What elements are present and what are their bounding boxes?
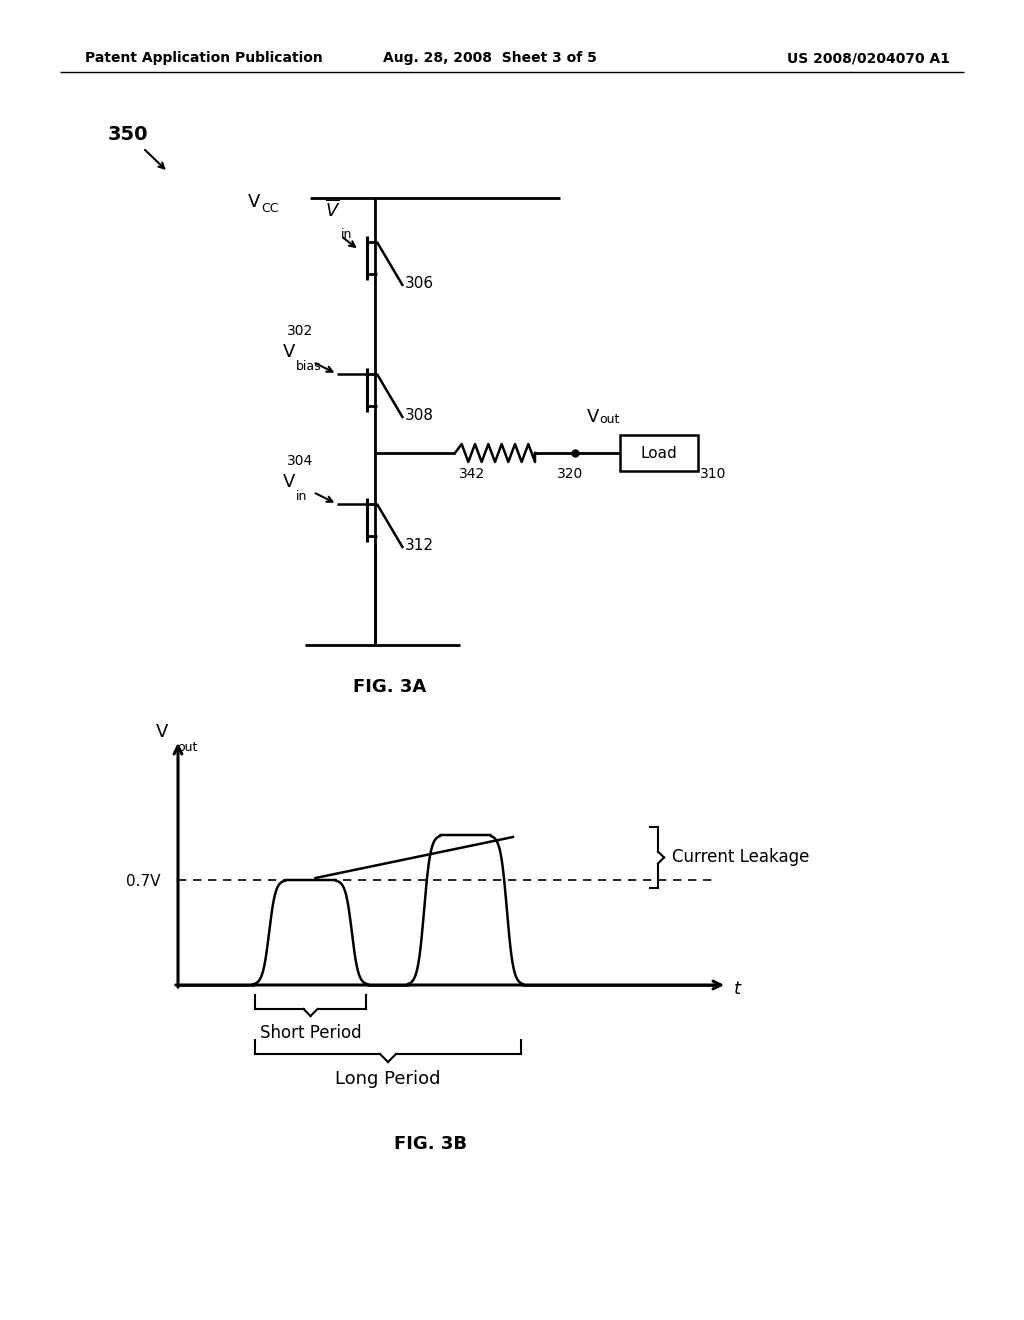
Text: Patent Application Publication: Patent Application Publication: [85, 51, 323, 65]
Text: 304: 304: [287, 454, 313, 469]
Text: V: V: [283, 473, 295, 491]
Text: Aug. 28, 2008  Sheet 3 of 5: Aug. 28, 2008 Sheet 3 of 5: [383, 51, 597, 65]
Text: 310: 310: [700, 467, 726, 480]
Text: CC: CC: [261, 202, 279, 214]
Text: out: out: [177, 741, 198, 754]
Text: out: out: [599, 413, 620, 426]
Text: 350: 350: [108, 125, 148, 144]
Text: $\overline{V}$: $\overline{V}$: [326, 199, 341, 220]
Text: V: V: [587, 408, 599, 426]
Text: Current Leakage: Current Leakage: [672, 849, 809, 866]
Text: 320: 320: [557, 467, 584, 480]
Text: V: V: [248, 193, 260, 211]
Text: Long Period: Long Period: [335, 1071, 440, 1088]
Text: US 2008/0204070 A1: US 2008/0204070 A1: [787, 51, 950, 65]
Text: V: V: [156, 723, 168, 741]
Text: FIG. 3B: FIG. 3B: [393, 1135, 467, 1152]
Text: 302: 302: [287, 323, 313, 338]
Text: in: in: [296, 490, 307, 503]
Text: in: in: [341, 228, 352, 242]
Text: bias: bias: [296, 360, 322, 374]
Text: 306: 306: [406, 276, 434, 290]
Text: 312: 312: [406, 539, 434, 553]
Text: FIG. 3A: FIG. 3A: [353, 678, 427, 696]
FancyBboxPatch shape: [620, 436, 698, 471]
Text: Short Period: Short Period: [260, 1024, 361, 1041]
Text: t: t: [733, 979, 740, 998]
Text: Load: Load: [641, 446, 677, 462]
Text: 308: 308: [406, 408, 434, 422]
Text: 342: 342: [459, 467, 485, 480]
Text: V: V: [283, 343, 295, 360]
Text: 0.7V: 0.7V: [126, 874, 161, 890]
